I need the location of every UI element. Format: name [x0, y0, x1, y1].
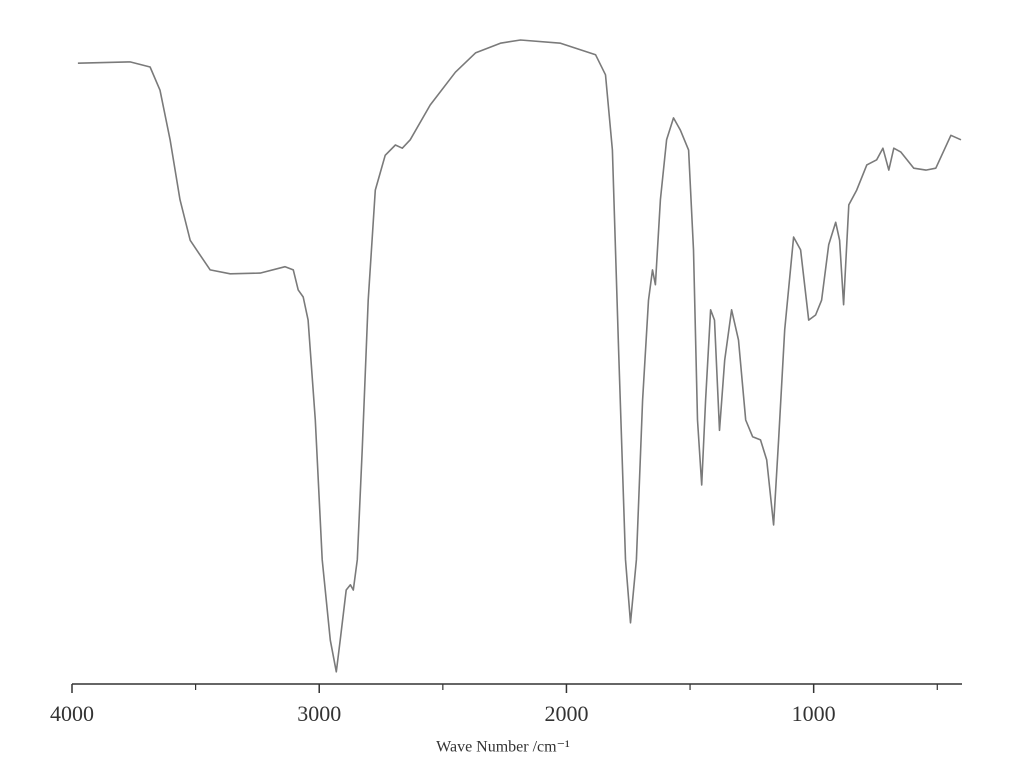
- x-tick-label: 4000: [50, 701, 94, 726]
- x-axis-label: Wave Number /cm⁻¹: [436, 739, 570, 756]
- spectrum-line: [77, 39, 962, 673]
- x-tick-label: 2000: [544, 701, 588, 726]
- x-tick-label: 1000: [792, 701, 836, 726]
- x-tick-label: 3000: [297, 701, 341, 726]
